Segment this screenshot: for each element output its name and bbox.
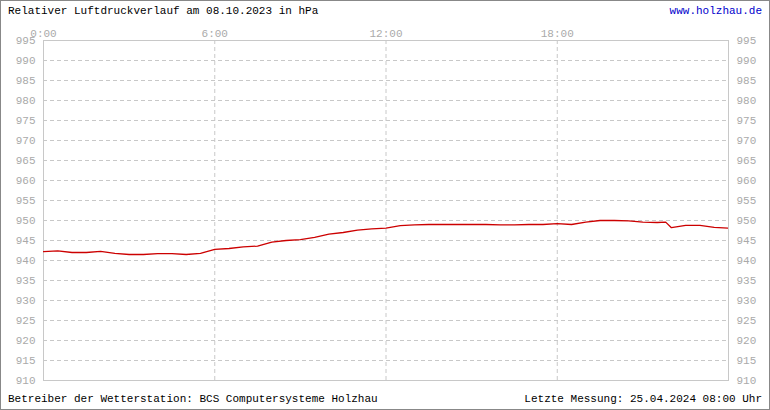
- svg-text:12:00: 12:00: [369, 28, 402, 40]
- svg-text:955: 955: [737, 195, 757, 207]
- svg-text:965: 965: [16, 155, 36, 167]
- svg-text:970: 970: [16, 135, 36, 147]
- svg-text:985: 985: [16, 75, 36, 87]
- html-text:www.holzhau.de: www.holzhau.de: [669, 5, 762, 17]
- svg-text:910: 910: [16, 375, 36, 387]
- svg-text:920: 920: [737, 335, 757, 347]
- svg-text:0:00: 0:00: [30, 27, 57, 40]
- svg-text:940: 940: [16, 255, 36, 267]
- svg-text:915: 915: [737, 355, 757, 367]
- svg-text:970: 970: [737, 135, 757, 147]
- svg-text:950: 950: [16, 215, 36, 227]
- svg-text:925: 925: [737, 315, 757, 327]
- svg-text:995: 995: [737, 35, 757, 47]
- svg-text:940: 940: [737, 255, 757, 267]
- svg-text:920: 920: [16, 335, 36, 347]
- svg-text:930: 930: [737, 295, 757, 307]
- html-text:Betreiber der Wetterstation: B: Betreiber der Wetterstation: BCS Compute…: [8, 393, 378, 405]
- svg-text:18:00: 18:00: [541, 28, 574, 40]
- svg-text:935: 935: [16, 275, 36, 287]
- svg-text:930: 930: [16, 295, 36, 307]
- svg-text:945: 945: [737, 235, 757, 247]
- svg-text:955: 955: [16, 195, 36, 207]
- svg-text:960: 960: [16, 175, 36, 187]
- svg-text:935: 935: [737, 275, 757, 287]
- svg-text:985: 985: [737, 75, 757, 87]
- svg-text:6:00: 6:00: [202, 28, 228, 40]
- svg-text:980: 980: [16, 95, 36, 107]
- svg-text:990: 990: [16, 55, 36, 67]
- svg-text:975: 975: [16, 115, 36, 127]
- svg-text:945: 945: [16, 235, 36, 247]
- svg-text:910: 910: [737, 375, 757, 387]
- svg-text:995: 995: [16, 35, 36, 47]
- html-text:Relativer Luftdruckverlauf am: Relativer Luftdruckverlauf am 08.10.2023…: [8, 5, 319, 17]
- svg-text:960: 960: [737, 175, 757, 187]
- svg-text:915: 915: [16, 355, 36, 367]
- svg-text:965: 965: [737, 155, 757, 167]
- svg-text:925: 925: [16, 315, 36, 327]
- svg-text:980: 980: [737, 95, 757, 107]
- html-text:Letzte Messung: 25.04.2024 08:: Letzte Messung: 25.04.2024 08:00 Uhr: [524, 393, 762, 405]
- svg-text:990: 990: [737, 55, 757, 67]
- svg-text:975: 975: [737, 115, 757, 127]
- svg-text:950: 950: [737, 215, 757, 227]
